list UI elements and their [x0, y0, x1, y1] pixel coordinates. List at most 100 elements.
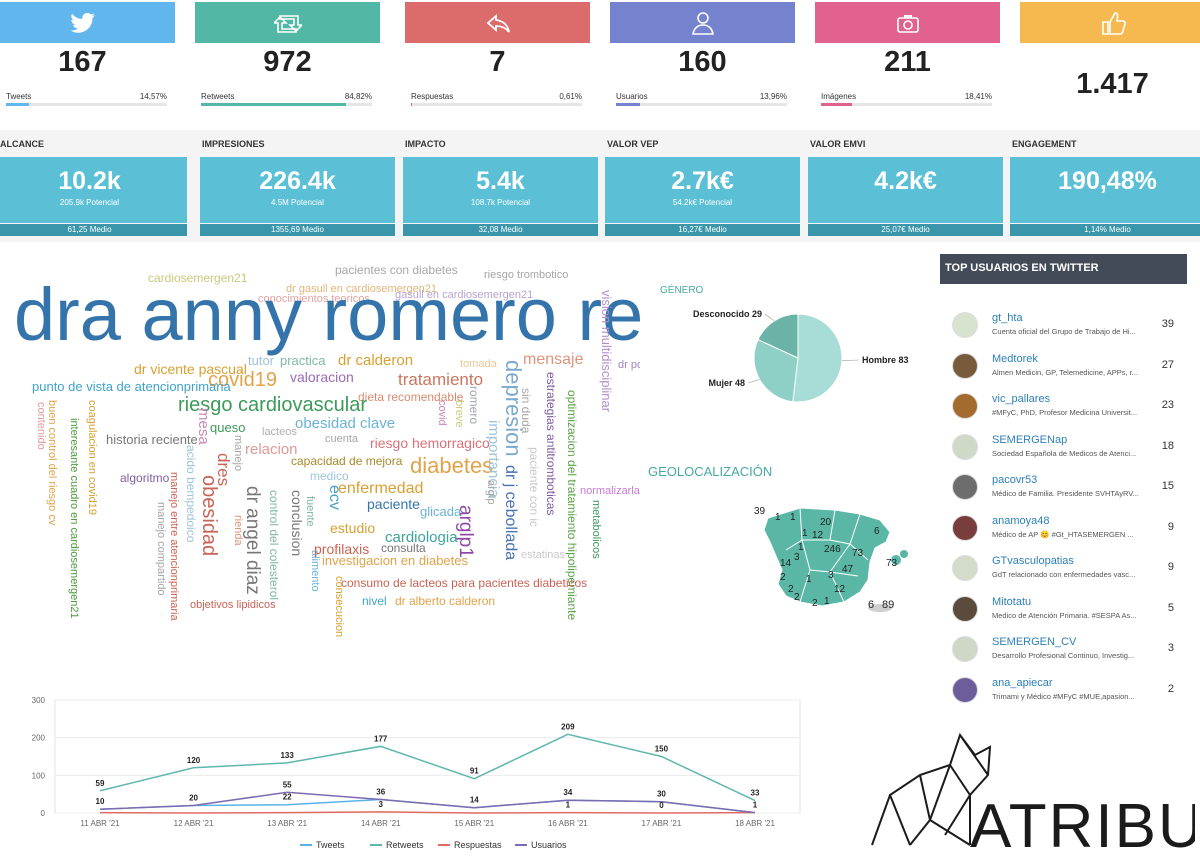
- stat-percent: 18,41%: [964, 92, 992, 101]
- word-cloud-term: coagulacion en covid19: [86, 400, 98, 515]
- avatar[interactable]: [952, 474, 978, 500]
- word-cloud-term: dr alberto calderon: [395, 594, 496, 608]
- user-description: Sociedad Española de Medicos de Atenci..…: [992, 448, 1137, 458]
- stat-percent: 0,61%: [559, 92, 582, 101]
- chart-data-label: 20: [189, 793, 198, 802]
- chart-y-tick-label: 100: [32, 771, 46, 780]
- metric-box: 5.4k 108.7k Potencial: [403, 157, 598, 223]
- top-user-row[interactable]: Mitotatu Medico de Atención Primaria. #SE…: [952, 594, 1192, 630]
- word-cloud-term: buen control del riesgo cv: [46, 400, 58, 526]
- word-cloud-term: dra anny romero respecto: [14, 273, 640, 356]
- chart-series-line-respuestas: [99, 811, 756, 814]
- word-cloud-term: breve: [453, 400, 465, 428]
- word-cloud-term: dr angel diaz: [242, 486, 263, 595]
- geo-count-label: 3: [794, 552, 800, 563]
- avatar[interactable]: [952, 555, 978, 581]
- avatar[interactable]: [952, 352, 978, 379]
- chart-legend-label[interactable]: Tweets: [316, 840, 345, 850]
- stat-percent: 84,82%: [344, 92, 372, 101]
- twitter-bird-icon: [70, 12, 95, 33]
- metrics-band: ALCANCE 10.2k 205.9k Potencial 61,25 Medio I…: [0, 130, 1200, 242]
- geo-count-label: 12: [834, 584, 846, 595]
- user-description: Médico de AP 😊 #Gt_HTASEMERGEN ...: [992, 529, 1134, 539]
- geo-count-label: 39: [754, 506, 766, 517]
- word-cloud-term: sin duda: [519, 388, 533, 434]
- chart-data-label: 1: [566, 801, 571, 810]
- user-handle[interactable]: GTvasculopatias: [992, 555, 1074, 567]
- user-handle[interactable]: anamoya48: [992, 514, 1050, 527]
- stat-progress-bar: [616, 103, 787, 106]
- user-handle[interactable]: ana_apiecar: [992, 676, 1053, 689]
- metric-potential: 205.9k Potencial: [59, 198, 120, 207]
- stat-card-likes: 1.417: [1020, 0, 1200, 112]
- top-user-row[interactable]: Medtorek Almen Medicin, GP, Telemedicine,…: [952, 351, 1192, 387]
- user-handle[interactable]: Medtorek: [992, 352, 1038, 365]
- user-handle[interactable]: SEMERGEN_CV: [992, 636, 1077, 648]
- avatar[interactable]: [952, 636, 978, 662]
- word-cloud-term: consumo de lacteos para pacientes diabet…: [341, 576, 588, 590]
- gender-pie-chart: Hombre 83 Mujer 48 Desconocido 29: [693, 309, 909, 403]
- user-handle[interactable]: vic_pallares: [992, 393, 1051, 405]
- word-cloud-term: paciente: [367, 496, 420, 512]
- geo-count-label: 89: [882, 599, 894, 611]
- top-user-row[interactable]: vic_pallares #MFyC, PhD, Profesor Medicin…: [952, 391, 1192, 427]
- top-user-row[interactable]: ana_apiecar Trimami y Médico #MFyC #MUE,a…: [952, 675, 1192, 711]
- stat-value: 211: [884, 46, 931, 78]
- top-user-row[interactable]: gt_hta Cuenta oficial del Grupo de Trabaj…: [952, 310, 1192, 346]
- user-handle[interactable]: Mitotatu: [992, 595, 1032, 608]
- gender-slice-label: Hombre 83: [862, 355, 909, 365]
- stat-progress-bar: [821, 103, 992, 106]
- chart-legend-label[interactable]: Retweets: [386, 840, 424, 850]
- avatar[interactable]: [952, 312, 978, 338]
- canary-islands: [868, 604, 892, 612]
- user-handle[interactable]: pacovr53: [992, 474, 1038, 486]
- stat-label: Tweets: [6, 92, 32, 101]
- top-user-row[interactable]: pacovr53 Médico de Familia. Presidente SV…: [952, 472, 1192, 508]
- word-cloud-term: control del colesterol: [267, 490, 281, 601]
- chart-data-label: 59: [96, 779, 105, 788]
- chart-legend-label[interactable]: Respuestas: [454, 840, 502, 850]
- avatar[interactable]: [952, 595, 978, 622]
- geo-count-label: 1: [798, 542, 804, 553]
- stat-card-retweets: 972 Retweets 84,82%: [195, 0, 380, 112]
- top-user-row[interactable]: SEMERGENap Sociedad Española de Medicos d…: [952, 432, 1192, 468]
- user-handle[interactable]: gt_hta: [992, 312, 1023, 324]
- stat-card-imgenes: 211 Imágenes 18,41%: [815, 0, 1000, 112]
- word-cloud-term: obesidad clave: [295, 415, 396, 432]
- metric-average: 32,08 Medio: [403, 224, 598, 236]
- word-cloud-term: riesgo cardiovascular: [178, 394, 367, 416]
- word-cloud-term: cardiologia: [385, 529, 458, 546]
- word-cloud-term: dr j cebollada: [502, 465, 519, 561]
- word-cloud-term: consulta: [381, 541, 426, 555]
- geo-count-label: 1: [790, 512, 796, 523]
- word-cloud-term: mensaje: [523, 351, 584, 368]
- user-count: 9: [1167, 520, 1174, 533]
- avatar[interactable]: [952, 433, 978, 460]
- stat-value: 7: [489, 46, 506, 78]
- word-cloud-term: metabolicos: [590, 500, 602, 559]
- gender-title: GÉNERO: [660, 285, 704, 296]
- gender-leader-line: [841, 359, 860, 361]
- geo-count-label: 2: [794, 592, 800, 603]
- stat-value: 1.417: [1076, 68, 1149, 100]
- chart-data-label: 0: [659, 801, 664, 810]
- chart-data-label: 10: [96, 797, 105, 806]
- word-cloud-term: cuenta: [325, 433, 359, 445]
- top-user-row[interactable]: anamoya48 Médico de AP 😊 #Gt_HTASEMERGEN …: [952, 513, 1192, 549]
- avatar[interactable]: [952, 393, 978, 419]
- user-description: Cuenta oficial del Grupo de Trabajo de H…: [992, 327, 1136, 336]
- top-user-row[interactable]: SEMERGEN_CV Desarrollo Profesional Contin…: [952, 634, 1192, 670]
- stat-value: 167: [58, 46, 107, 78]
- metric-average: 1,14% Medio: [1010, 224, 1200, 236]
- user-handle[interactable]: SEMERGENap: [992, 433, 1068, 446]
- avatar[interactable]: [952, 676, 978, 703]
- top-user-row[interactable]: GTvasculopatias GdT relacionado con enfer…: [952, 553, 1192, 589]
- reply-icon: [486, 13, 510, 33]
- metric-impresiones: IMPRESIONES 226.4k 4.5M Potencial 1355,69 M…: [200, 130, 395, 242]
- word-cloud-term: depresion: [501, 360, 526, 457]
- metric-impacto: IMPACTO 5.4k 108.7k Potencial 32,08 Medio: [403, 130, 598, 242]
- chart-legend-label[interactable]: Usuarios: [531, 840, 567, 850]
- word-cloud-term: manejo compartido: [155, 502, 167, 596]
- avatar[interactable]: [952, 514, 978, 541]
